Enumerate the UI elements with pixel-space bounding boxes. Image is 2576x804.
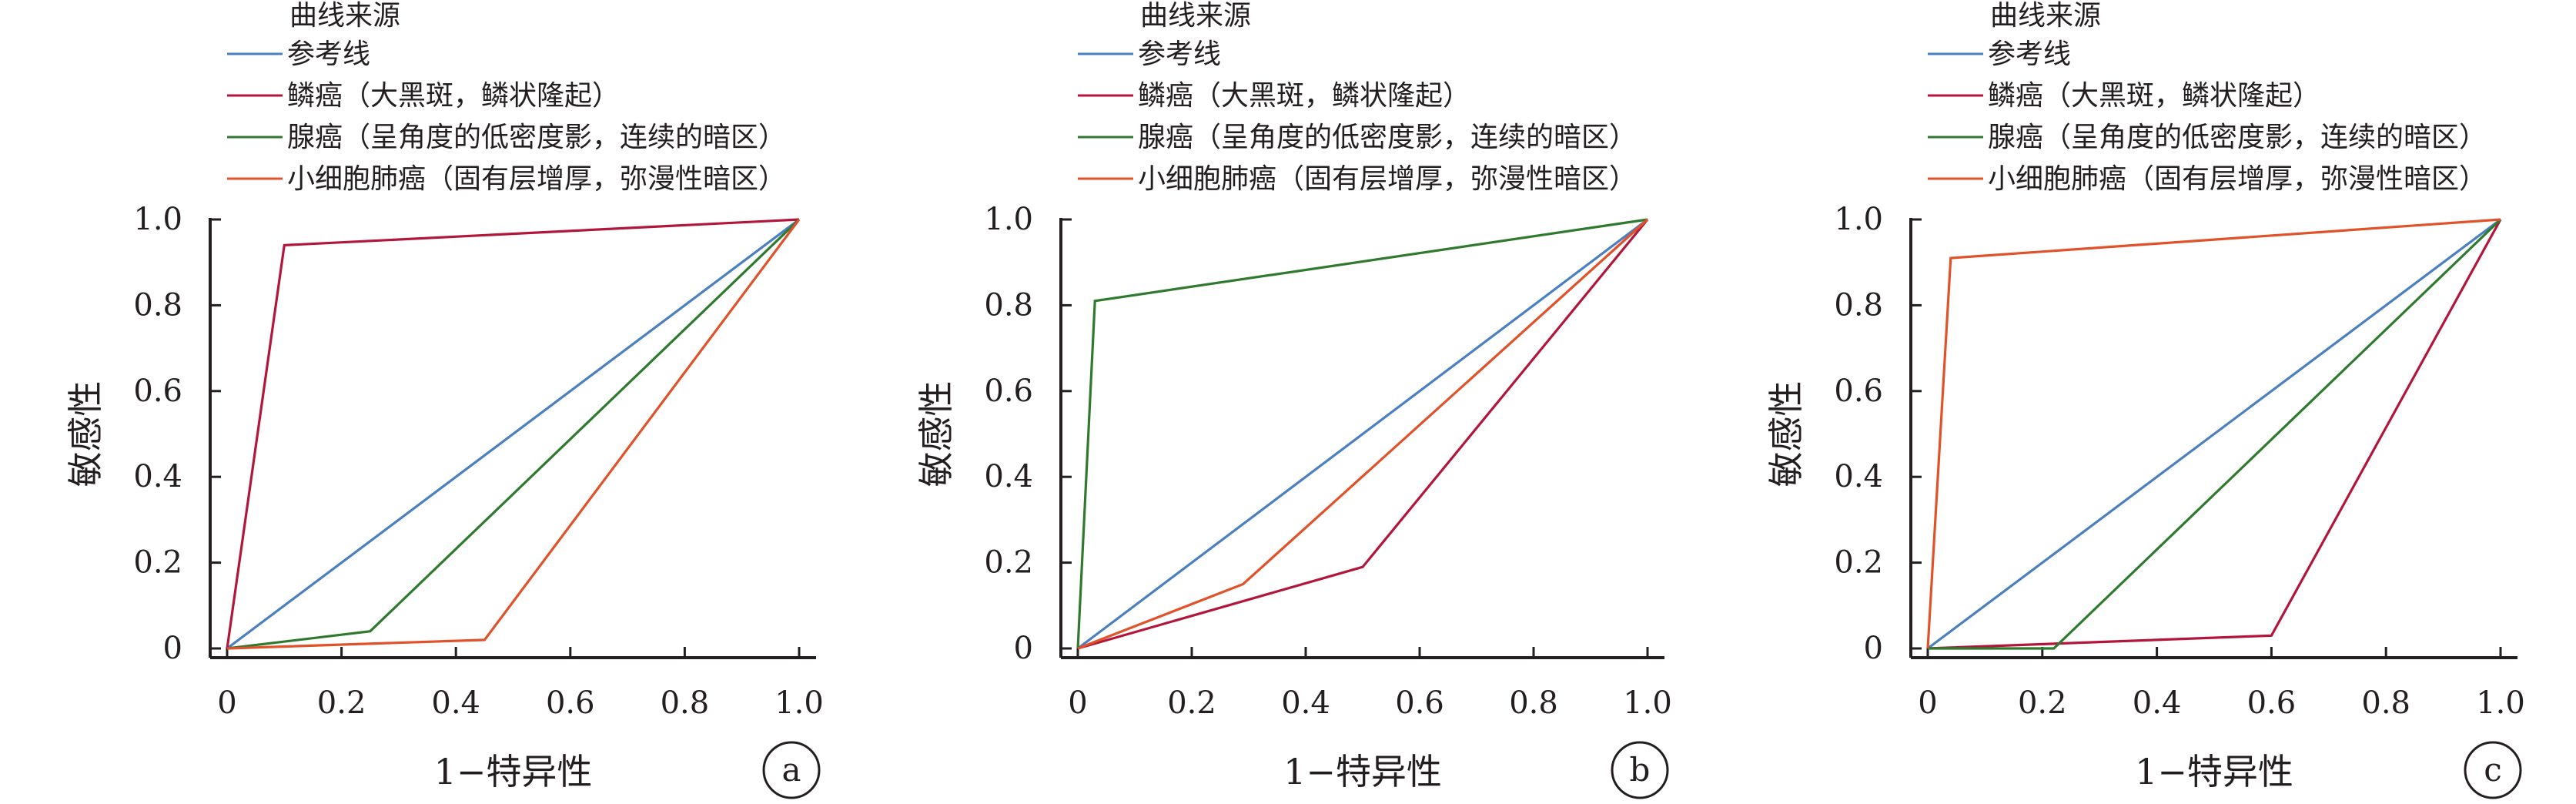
x-tick-label: 0.4 bbox=[2133, 685, 2182, 721]
series-line bbox=[226, 218, 800, 650]
y-tick-label: 0.6 bbox=[133, 374, 182, 409]
x-tick-label: 0.8 bbox=[1509, 685, 1558, 721]
panel-label: a bbox=[781, 751, 801, 789]
y-tick-label: 0 bbox=[1864, 631, 1883, 666]
x-tick-label: 0.2 bbox=[317, 685, 366, 721]
x-tick-label: 1.0 bbox=[774, 685, 824, 721]
x-axis-label: 1−特异性 bbox=[2135, 751, 2293, 792]
x-tick-label: 0.4 bbox=[1281, 685, 1330, 721]
x-tick-label: 1.0 bbox=[1623, 685, 1672, 721]
x-tick-label: 0.2 bbox=[1167, 685, 1216, 721]
panel-label: c bbox=[2484, 751, 2502, 789]
series-line bbox=[1928, 218, 2502, 650]
y-tick-label: 0.2 bbox=[133, 545, 182, 581]
y-tick-label: 0.6 bbox=[984, 374, 1033, 409]
legend-label: 鳞癌（大黑斑，鳞状隆起） bbox=[1138, 80, 1470, 112]
x-tick-label: 0.6 bbox=[1395, 685, 1444, 721]
y-tick-label: 0.4 bbox=[1834, 459, 1883, 494]
x-tick-label: 0.6 bbox=[2247, 685, 2297, 721]
x-tick-label: 0 bbox=[1068, 685, 1087, 721]
legend-label: 参考线 bbox=[287, 39, 370, 70]
x-tick-label: 1.0 bbox=[2476, 685, 2525, 721]
legend-title: 曲线来源 bbox=[289, 0, 400, 32]
y-tick-label: 0.8 bbox=[984, 287, 1033, 323]
legend-label: 参考线 bbox=[1138, 39, 1221, 70]
legend-label: 小细胞肺癌（固有层增厚，弥漫性暗区） bbox=[1988, 163, 2487, 195]
x-tick-label: 0.6 bbox=[546, 685, 595, 721]
panel-label-circle bbox=[762, 741, 821, 799]
x-axis-label: 1−特异性 bbox=[434, 751, 593, 792]
y-tick-label: 0.2 bbox=[984, 545, 1033, 581]
y-tick-label: 0 bbox=[163, 631, 182, 666]
series-line bbox=[1927, 218, 2501, 650]
y-tick-label: 1.0 bbox=[133, 202, 182, 237]
series-line bbox=[226, 218, 801, 650]
x-tick-label: 0.4 bbox=[431, 685, 480, 721]
y-tick-label: 0 bbox=[1014, 631, 1033, 666]
series-line bbox=[1077, 218, 1648, 650]
legend-title: 曲线来源 bbox=[1990, 0, 2101, 32]
y-tick-label: 1.0 bbox=[1834, 202, 1883, 237]
legend-label: 腺癌（呈角度的低密度影，连续的暗区） bbox=[1988, 122, 2487, 153]
y-axis-label: 敏感性 bbox=[65, 381, 106, 487]
legend-label: 鳞癌（大黑斑，鳞状隆起） bbox=[1988, 80, 2320, 112]
y-tick-label: 0.8 bbox=[133, 287, 182, 323]
series-line bbox=[1076, 218, 1648, 649]
y-tick-label: 0.4 bbox=[984, 459, 1033, 494]
legend-label: 小细胞肺癌（固有层增厚，弥漫性暗区） bbox=[1138, 163, 1637, 195]
x-tick-label: 0.8 bbox=[661, 685, 710, 721]
panel-label: b bbox=[1630, 751, 1651, 789]
x-tick-label: 0.2 bbox=[2018, 685, 2067, 721]
y-tick-label: 1.0 bbox=[984, 202, 1033, 237]
y-tick-label: 0.2 bbox=[1834, 545, 1883, 581]
series-line bbox=[1926, 218, 2501, 649]
legend-title: 曲线来源 bbox=[1140, 0, 1251, 32]
x-tick-label: 0 bbox=[1918, 685, 1937, 721]
legend-label: 小细胞肺癌（固有层增厚，弥漫性暗区） bbox=[287, 163, 786, 195]
y-tick-label: 0.8 bbox=[1834, 287, 1883, 323]
y-axis-label: 敏感性 bbox=[915, 381, 957, 487]
x-tick-label: 0 bbox=[217, 685, 236, 721]
panel-label-circle bbox=[1611, 741, 1669, 799]
x-axis-label: 1−特异性 bbox=[1283, 751, 1442, 792]
legend-label: 参考线 bbox=[1988, 39, 2071, 70]
series-line bbox=[226, 218, 800, 649]
legend-label: 鳞癌（大黑斑，鳞状隆起） bbox=[287, 80, 620, 112]
legend-label: 腺癌（呈角度的低密度影，连续的暗区） bbox=[287, 122, 786, 153]
y-tick-label: 0.6 bbox=[1834, 374, 1883, 409]
y-tick-label: 0.4 bbox=[133, 459, 182, 494]
x-tick-label: 0.8 bbox=[2361, 685, 2410, 721]
series-line bbox=[1077, 218, 1649, 650]
y-axis-label: 敏感性 bbox=[1765, 381, 1807, 487]
legend-label: 腺癌（呈角度的低密度影，连续的暗区） bbox=[1138, 122, 1637, 153]
series-line bbox=[1077, 218, 1649, 650]
series-line bbox=[1927, 219, 2502, 650]
series-line bbox=[226, 219, 801, 650]
panel-label-circle bbox=[2464, 741, 2522, 799]
